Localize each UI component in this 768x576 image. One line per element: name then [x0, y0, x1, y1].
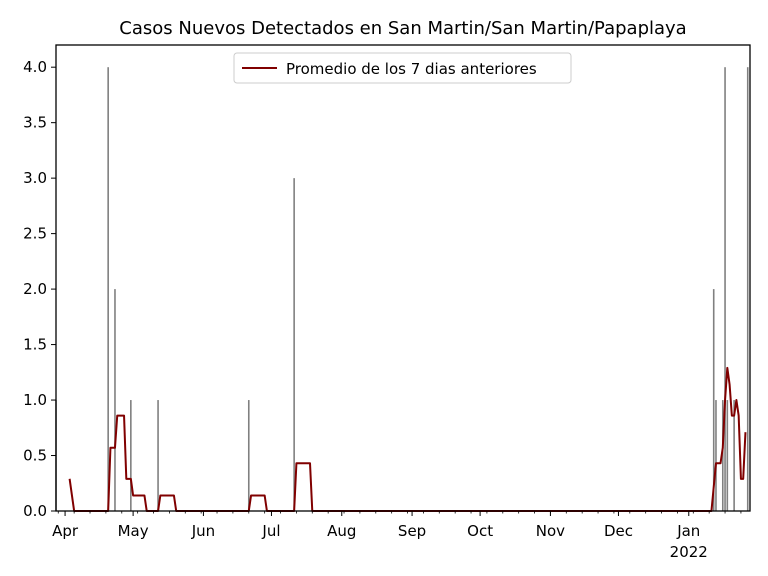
x-tick-label: Oct	[467, 522, 493, 540]
y-tick-label: 3.5	[23, 114, 47, 132]
bar-2021-07-11	[293, 178, 295, 511]
x-tick-label: May	[118, 522, 149, 540]
line-series	[68, 366, 747, 512]
x-tick-label: Jun	[191, 522, 215, 540]
bar-2021-04-30	[130, 400, 132, 511]
legend-box	[233, 52, 572, 84]
bar-2021-05-12	[157, 400, 159, 511]
bar-2022-01-17	[724, 67, 726, 511]
x-tick-label: Dec	[604, 522, 633, 540]
bar-2021-06-21	[247, 400, 250, 511]
y-tick-label: 4.0	[23, 58, 47, 76]
x-tick-label: Jul	[261, 522, 280, 540]
chart-title: Casos Nuevos Detectados en San Martin/Sa…	[119, 18, 686, 39]
y-tick-label: 3.0	[23, 169, 47, 187]
x-axis: Apr May Jun Jul Aug Sep Oct Nov Dec Jan 2022	[52, 511, 742, 561]
bar-2022-01-21	[733, 400, 735, 511]
bar-2021-04-20	[107, 67, 109, 511]
x-tick-label: Nov	[536, 522, 565, 540]
x-tick-label: Apr	[52, 522, 79, 540]
y-tick-label: 2.5	[23, 225, 47, 243]
y-tick-label: 2.0	[23, 280, 47, 298]
legend: Promedio de los 7 dias anteriores	[233, 52, 572, 84]
bar-2022-01-13	[715, 400, 717, 511]
bar-2022-01-12	[712, 289, 715, 511]
y-tick-label: 0.0	[23, 502, 47, 520]
bar-2022-01-18	[726, 400, 729, 511]
x-tick-label: Sep	[398, 522, 426, 540]
bar-2021-04-23	[114, 289, 116, 511]
bar-2022-01-27	[746, 67, 749, 511]
legend-label: Promedio de los 7 dias anteriores	[286, 60, 537, 78]
y-tick-label: 1.5	[23, 336, 47, 354]
y-tick-label: 0.5	[23, 447, 47, 465]
x-tick-sublabel: 2022	[670, 543, 708, 561]
plot-area: 0.0 0.5 1.0 1.5 2.0 2.5 3.0 3.5 4.0 Apr May Jun Jul…	[23, 44, 751, 561]
bar-2022-01-16	[721, 400, 724, 511]
y-axis: 0.0 0.5 1.0 1.5 2.0 2.5 3.0 3.5 4.0	[23, 58, 56, 520]
x-tick-label: Aug	[327, 522, 356, 540]
axes-frame	[55, 44, 751, 512]
x-tick-label: Jan	[676, 522, 700, 540]
y-tick-label: 1.0	[23, 391, 47, 409]
series-line-0	[68, 366, 747, 512]
